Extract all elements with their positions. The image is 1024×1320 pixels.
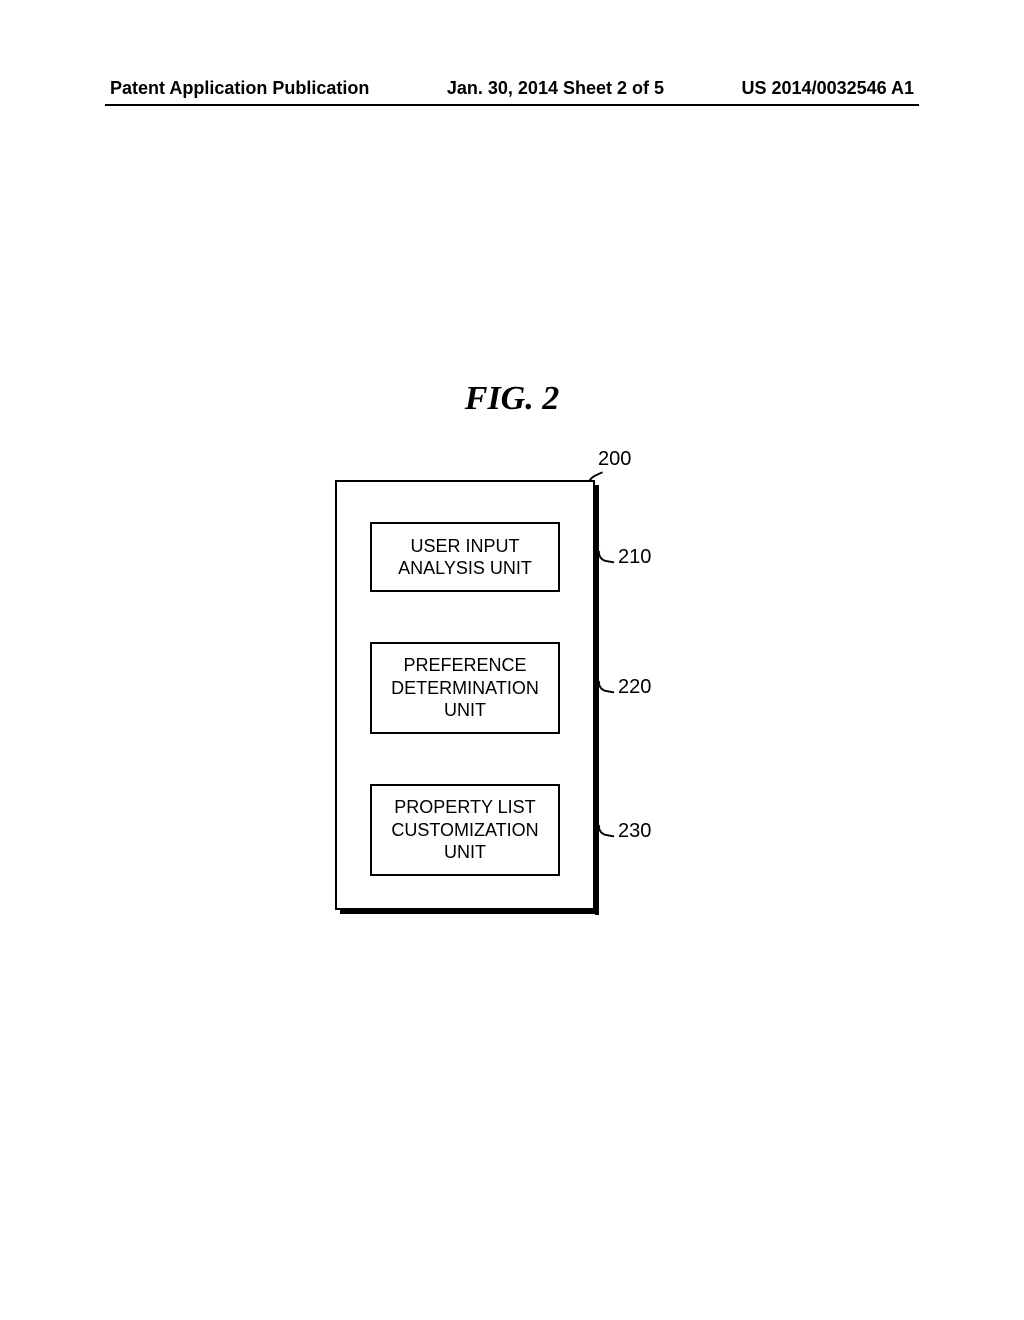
ref-tick-220 bbox=[596, 681, 615, 694]
page-header: Patent Application Publication Jan. 30, … bbox=[0, 78, 1024, 99]
header-right: US 2014/0032546 A1 bbox=[742, 78, 914, 99]
container-ref-number: 200 bbox=[598, 448, 631, 471]
ref-label-220: 220 bbox=[618, 676, 651, 699]
user-input-analysis-unit-box: USER INPUT ANALYSIS UNIT bbox=[370, 522, 560, 592]
ref-label-230: 230 bbox=[618, 820, 651, 843]
header-left: Patent Application Publication bbox=[110, 78, 369, 99]
ref-label-210: 210 bbox=[618, 546, 651, 569]
container-shadow-right bbox=[595, 485, 599, 915]
property-list-customization-unit-box: PROPERTY LIST CUSTOMIZATION UNIT bbox=[370, 784, 560, 876]
preference-determination-unit-box: PREFERENCE DETERMINATION UNIT bbox=[370, 642, 560, 734]
header-center: Jan. 30, 2014 Sheet 2 of 5 bbox=[447, 78, 664, 99]
header-rule bbox=[105, 104, 919, 106]
ref-tick-210 bbox=[596, 551, 615, 564]
container-shadow-bottom bbox=[340, 910, 599, 914]
patent-figure-page: Patent Application Publication Jan. 30, … bbox=[0, 0, 1024, 1320]
ref-tick-230 bbox=[596, 825, 615, 838]
block-diagram-container: USER INPUT ANALYSIS UNIT PREFERENCE DETE… bbox=[335, 480, 595, 910]
figure-title: FIG. 2 bbox=[0, 380, 1024, 418]
